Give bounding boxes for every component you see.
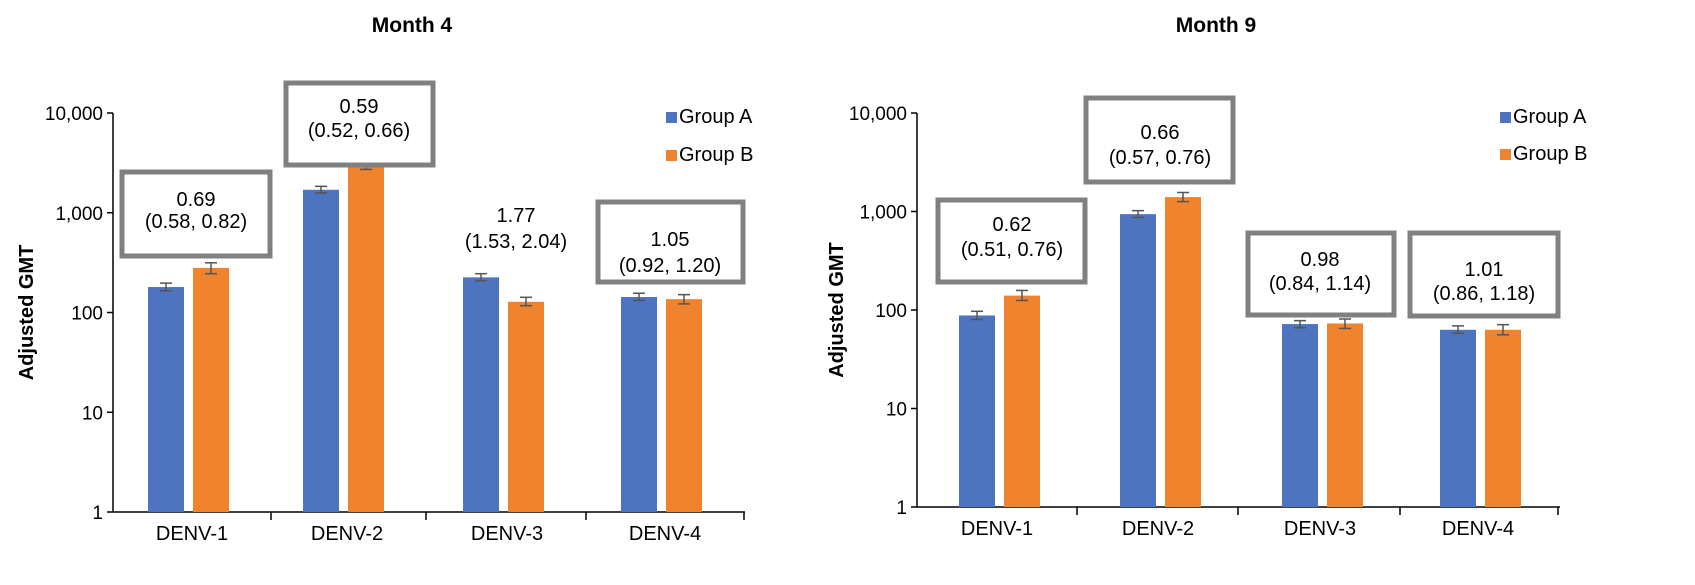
bar [1440,329,1476,507]
legend-swatch [666,112,677,123]
legend-swatch [1500,112,1511,123]
bar [348,166,384,512]
chart-panel: Month 4 Adjusted GMT 1 10 100 1,000 10,000 DENV… [16,14,753,545]
x-tick-label: DENV-2 [311,523,383,545]
y-tick-label: 10,000 [849,104,907,125]
y-tick-label: 1,000 [55,204,103,225]
annotation-ci: (0.84, 1.14) [1269,273,1371,295]
annotation-ci: (0.58, 0.82) [145,211,247,233]
annotation-ratio: 0.69 [177,189,216,211]
bar [1282,324,1318,507]
chart-title: Month 9 [1176,14,1256,37]
bar [1165,197,1201,507]
y-tick-label: 1,000 [859,203,907,224]
y-axis-label: Adjusted GMT [16,245,38,381]
y-tick-label: 1 [92,503,103,524]
annotation-ratio: 0.62 [993,214,1032,236]
annotation-ci: (0.52, 0.66) [308,120,410,142]
x-tick-label: DENV-1 [961,518,1033,540]
bar [193,267,229,512]
bar [1120,214,1156,507]
y-tick-label: 10 [82,403,103,424]
x-tick-label: DENV-1 [156,523,228,545]
bar [508,301,544,512]
annotation-box [595,199,746,285]
chart-panel: Month 9 Adjusted GMT 1 10 100 1,000 10,000 DENV… [826,14,1587,540]
x-tick-label: DENV-4 [1442,518,1514,540]
annotation-box [283,80,436,168]
x-tick-label: DENV-4 [629,523,701,545]
annotation-ci: (0.51, 0.76) [961,239,1063,261]
annotation-box [1407,230,1561,319]
x-tick-label: DENV-2 [1122,518,1194,540]
y-tick-label: 100 [71,304,103,325]
annotation-box [119,169,273,259]
annotation-ratio: 0.66 [1141,122,1180,144]
legend-label: Group B [679,144,753,166]
bar [666,299,702,512]
annotation-box [1245,230,1397,318]
annotation-ratio: 0.59 [340,96,379,118]
y-tick-label: 1 [896,498,907,519]
annotation-box [1083,95,1236,185]
x-tick-label: DENV-3 [1284,518,1356,540]
y-tick-label: 100 [875,301,907,322]
bar [1485,329,1521,507]
bar [1004,295,1040,507]
annotation-ratio: 1.05 [651,229,690,251]
legend-swatch [666,150,677,161]
y-axis-label: Adjusted GMT [826,242,848,378]
bar [148,287,184,512]
x-tick-label: DENV-3 [471,523,543,545]
annotation-ci: (0.86, 1.18) [1433,283,1535,305]
legend-label: Group B [1513,143,1587,165]
annotation-ratio: 1.77 [497,205,536,227]
legend-label: Group A [679,106,753,128]
annotation-ratio: 0.98 [1301,249,1340,271]
y-tick-label: 10,000 [45,104,103,125]
bar [621,297,657,512]
bar [303,189,339,512]
legend-label: Group A [1513,106,1587,128]
y-tick-label: 10 [886,400,907,421]
annotation-ratio: 1.01 [1465,259,1504,281]
annotation-box [935,197,1088,285]
chart-title: Month 4 [372,14,453,37]
bar [463,277,499,512]
annotation-ci: (0.92, 1.20) [619,255,721,277]
legend-swatch [1500,149,1511,160]
bar [959,315,995,507]
annotation-ci: (0.57, 0.76) [1109,147,1211,169]
bar [1327,323,1363,507]
annotation-ci: (1.53, 2.04) [465,231,567,253]
